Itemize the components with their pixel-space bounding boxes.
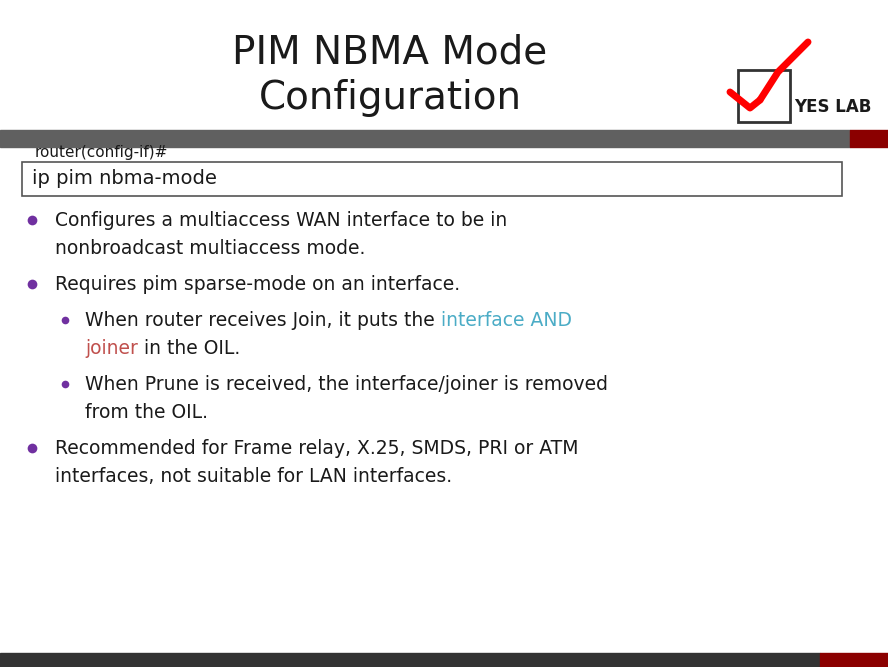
Text: When router receives Join, it puts the: When router receives Join, it puts the [85, 311, 440, 329]
Text: Recommended for Frame relay, X.25, SMDS, PRI or ATM: Recommended for Frame relay, X.25, SMDS,… [55, 438, 578, 458]
Bar [0, 653, 820, 667]
Text: interface AND: interface AND [440, 311, 572, 329]
Text: nonbroadcast multiaccess mode.: nonbroadcast multiaccess mode. [55, 239, 365, 257]
Bar [738, 70, 790, 122]
Text: ip pim nbma-mode: ip pim nbma-mode [32, 169, 217, 189]
Text: When Prune is received, the interface/joiner is removed: When Prune is received, the interface/jo… [85, 374, 608, 394]
Text: Configuration: Configuration [258, 79, 521, 117]
Bar [0, 130, 850, 147]
Text: interfaces, not suitable for LAN interfaces.: interfaces, not suitable for LAN interfa… [55, 466, 452, 486]
Text: Requires pim sparse-mode on an interface.: Requires pim sparse-mode on an interface… [55, 275, 460, 293]
Text: YES LAB: YES LAB [794, 98, 871, 116]
Text: router(config-if)#: router(config-if)# [35, 145, 169, 159]
Bar [850, 130, 888, 147]
Text: Configures a multiaccess WAN interface to be in: Configures a multiaccess WAN interface t… [55, 211, 507, 229]
Bar [820, 653, 888, 667]
Text: from the OIL.: from the OIL. [85, 402, 208, 422]
Text: in the OIL.: in the OIL. [138, 338, 240, 358]
Text: PIM NBMA Mode: PIM NBMA Mode [233, 33, 548, 71]
Text: joiner: joiner [85, 338, 138, 358]
Bar [22, 162, 842, 196]
